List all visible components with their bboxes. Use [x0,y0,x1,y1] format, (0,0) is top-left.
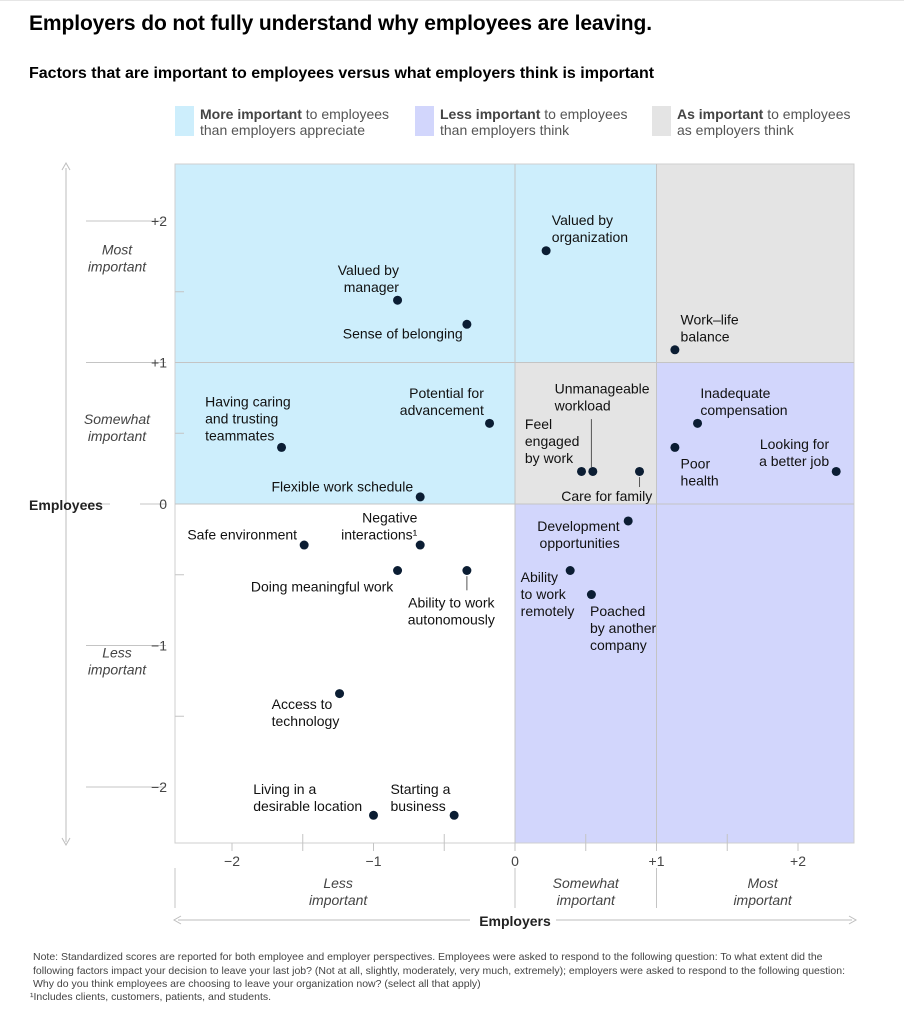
legend-line2: than employers appreciate [200,122,365,138]
data-point [415,540,425,550]
y-band-label: Less important [88,645,147,678]
x-axis-title: Employers [479,913,551,929]
data-point [586,590,596,600]
data-point [588,466,598,476]
top-rule [0,0,904,1]
x-band-label: Most important [733,875,792,908]
chart-region [515,504,854,843]
data-point [393,566,403,576]
data-point-label: Ability to work autonomously [408,594,496,627]
legend-rest: to employees [301,106,390,122]
page-title: Employers do not fully understand why em… [29,12,652,35]
data-point [565,566,575,576]
chart-region [656,362,854,504]
legend-bold: As important [677,106,764,122]
x-tick-label: −2 [224,853,240,869]
x-tick-label: +1 [649,853,665,869]
data-point [462,566,472,576]
data-point [693,418,703,428]
chart-region [515,164,657,363]
data-point-label: Feel engaged by work [525,416,580,466]
data-point [462,319,472,329]
chart-region [175,164,515,504]
data-point-label: Sense of belonging [343,325,463,341]
y-tick-label: +2 [151,213,167,229]
legend-line2: as employers think [677,122,794,138]
data-point-label: Unmanageable workload [554,381,650,414]
data-point-label: Valued by manager [338,262,400,295]
x-tick-label: +2 [790,853,806,869]
y-axis-arrow-up [61,161,71,171]
legend-rest: to employees [540,106,628,122]
legend-swatch [415,106,434,136]
chart-subtitle: Factors that are important to employees … [29,65,655,82]
data-point-label: Negative interactions¹ [341,509,418,542]
legend-rest: to employees [763,106,851,122]
data-point-label: Ability to work remotely [521,569,575,619]
data-point-label: Valued by organization [552,212,628,245]
data-point-label: Potential for advancement [400,385,484,418]
data-point [393,295,403,305]
x-tick-label: −1 [366,853,382,869]
data-point-label: Development opportunities [537,518,620,551]
chart-footnote: ¹Includes clients, customers, patients, … [30,991,272,1003]
chart-note: Note: Standardized scores are reported f… [33,951,845,990]
data-point [635,466,645,476]
legend-bold: Less important [440,106,541,122]
data-point [415,492,425,502]
data-point-label: Living in a desirable location [253,781,362,814]
x-axis-arrow-left [172,915,182,925]
data-point-label: Having caring and trusting teammates [205,393,291,443]
chart-region [515,362,657,504]
data-point-label: Looking for a better job [759,436,829,469]
chart-region [656,164,854,363]
data-point-label: Poor health [681,456,719,489]
legend-swatch [175,106,194,136]
x-band-label: Somewhat important [553,875,620,908]
data-point [670,442,680,452]
data-point [277,442,287,452]
data-point-label: Care for family [561,488,652,504]
y-band-label: Most important [88,241,147,274]
data-point [623,516,633,526]
data-point [541,246,551,256]
legend-swatch [652,106,671,136]
legend-line2: than employers think [440,122,570,138]
data-point [831,466,841,476]
data-point [335,689,345,699]
data-point-label: Doing meaningful work [251,579,394,595]
y-tick-label: −2 [151,779,167,795]
x-band-label: Less important [309,875,368,908]
data-point-label: Starting a business [390,781,450,814]
data-point-label: Work–life balance [681,311,739,344]
scatter-chart: +2 +1 0 −1 −2 Most important Somewhat important L… [29,161,858,929]
data-point-label: Inadequate compensation [700,385,787,418]
data-point-label: Access to technology [272,696,340,729]
y-axis-arrow-down [61,837,71,847]
y-tick-label: +1 [151,355,167,371]
y-axis-title: Employees [29,497,103,513]
data-point [485,418,495,428]
x-tick-label: 0 [511,853,519,869]
y-tick-label: 0 [159,496,167,512]
data-point [299,540,309,550]
data-point [670,345,680,355]
y-band-label: Somewhat important [84,411,151,444]
data-point [369,810,378,820]
legend-bold: More important [200,106,302,122]
data-point [577,466,587,476]
data-point-label: Flexible work schedule [271,478,413,494]
data-point [449,810,459,820]
data-point-label: Poached by another company [590,603,656,653]
data-point-label: Safe environment [187,526,297,542]
x-axis-arrow-right [848,915,858,925]
y-tick-label: −1 [151,638,167,654]
